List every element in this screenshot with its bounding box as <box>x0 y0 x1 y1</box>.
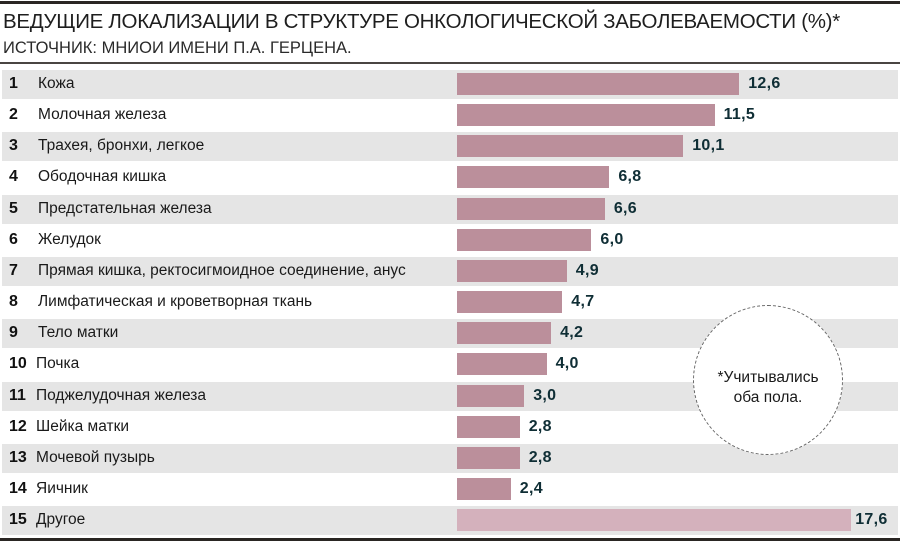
chart-row: 14 Яичник 2,4 <box>2 475 898 504</box>
chart-row: 8 Лимфатическая и кроветворная ткань 4,7 <box>2 288 898 317</box>
chart-row: 4 Ободочная кишка 6,8 <box>2 163 898 192</box>
category-label: Лимфатическая и кроветворная ткань <box>38 293 313 311</box>
chart-source: ИСТОЧНИК: МНИОИ ИМЕНИ П.А. ГЕРЦЕНА. <box>3 39 352 57</box>
category-label: Предстательная железа <box>38 199 212 217</box>
category-label: Тело матки <box>38 324 119 342</box>
category-label: Другое <box>36 511 86 529</box>
bar <box>457 166 610 189</box>
chart-row: 1 Кожа 12,6 <box>2 70 898 99</box>
rank-label: 11 <box>9 386 26 404</box>
rank-label: 13 <box>9 448 27 466</box>
category-label: Кожа <box>38 75 75 92</box>
rank-label: 3 <box>9 137 18 155</box>
rank-label: 15 <box>9 511 27 529</box>
bar <box>457 73 740 95</box>
value-label: 2,8 <box>528 448 552 466</box>
value-label: 2,4 <box>519 479 543 497</box>
footnote-line-2: оба пола. <box>733 389 803 406</box>
category-label: Молочная железа <box>38 106 167 124</box>
bar <box>457 477 511 500</box>
rank-label: 9 <box>9 324 18 342</box>
rank-label: 5 <box>9 199 18 217</box>
value-label: 6,8 <box>618 168 642 186</box>
bar <box>457 509 852 532</box>
category-label: Трахея, бронхи, легкое <box>38 137 205 155</box>
value-label: 4,0 <box>555 355 579 373</box>
top-rule <box>0 1 900 4</box>
rank-label: 7 <box>9 261 18 279</box>
value-label: 3,0 <box>533 386 557 404</box>
bar <box>457 415 520 438</box>
chart-row: 2 Молочная железа 11,5 <box>2 101 898 130</box>
chart-row: 15 Другое 17,6 <box>2 506 898 536</box>
bottom-rule <box>0 538 900 541</box>
category-label: Прямая кишка, ректосигмоидное соединение… <box>38 261 406 279</box>
category-label: Яичник <box>36 479 88 497</box>
chart-row: 3 Трахея, бронхи, легкое 10,1 <box>2 132 898 162</box>
header-rule <box>0 62 900 64</box>
rank-label: 12 <box>9 417 27 435</box>
chart-row: 7 Прямая кишка, ректосигмоидное соединени… <box>2 256 898 286</box>
bar <box>457 135 684 158</box>
bar <box>457 291 563 314</box>
rank-label: 8 <box>9 293 18 311</box>
value-label: 10,1 <box>692 137 725 155</box>
bar <box>457 104 715 127</box>
category-label: Почка <box>36 355 80 373</box>
bar <box>457 197 605 220</box>
rank-label: 1 <box>9 75 18 92</box>
value-label: 4,9 <box>575 261 599 279</box>
rank-label: 2 <box>9 106 18 124</box>
chart-row: 12 Шейка матки 2,8 <box>2 413 898 442</box>
value-label: 6,6 <box>613 199 637 217</box>
bar <box>457 259 567 282</box>
value-label: 11,5 <box>723 106 756 124</box>
bar <box>457 446 520 469</box>
chart-row: 6 Желудок 6,0 <box>2 226 898 255</box>
category-label: Мочевой пузырь <box>36 448 155 466</box>
rank-label: 6 <box>9 230 18 248</box>
value-label: 17,6 <box>855 511 888 529</box>
value-label: 4,7 <box>571 293 595 311</box>
rank-label: 14 <box>9 479 27 497</box>
chart-title: ВЕДУЩИЕ ЛОКАЛИЗАЦИИ В СТРУКТУРЕ ОНКОЛОГИ… <box>3 10 840 33</box>
chart-row: 10 Почка 4,0 <box>2 350 898 379</box>
bar <box>457 384 525 407</box>
value-label: 12,6 <box>748 75 781 92</box>
bar <box>457 353 547 376</box>
rank-label: 4 <box>9 168 18 186</box>
footnote-circle: *Учитывались оба пола. <box>693 305 843 455</box>
bar <box>457 322 552 345</box>
category-label: Шейка матки <box>36 417 130 435</box>
footnote-text: *Учитывались оба пола. <box>694 368 842 408</box>
bar <box>457 228 592 251</box>
footnote-line-1: *Учитывались <box>717 369 819 386</box>
category-label: Поджелудочная железа <box>36 386 207 404</box>
chart-row: 5 Предстательная железа 6,6 <box>2 194 898 224</box>
category-label: Желудок <box>38 230 101 248</box>
rank-label: 10 <box>9 355 27 373</box>
value-label: 2,8 <box>528 417 552 435</box>
value-label: 4,2 <box>560 324 584 342</box>
value-label: 6,0 <box>600 230 624 248</box>
category-label: Ободочная кишка <box>38 168 167 186</box>
